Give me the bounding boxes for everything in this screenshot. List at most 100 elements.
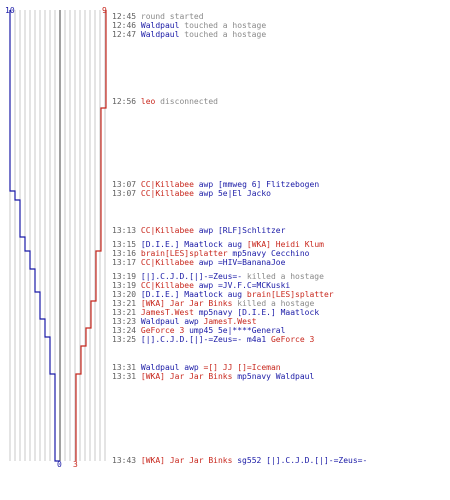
log-segment: JamesT.West <box>140 308 194 317</box>
log-time: 13:21 <box>112 299 141 308</box>
log-segment: Waldpaul <box>140 317 180 326</box>
log-segment: Waldpaul <box>140 363 180 372</box>
log-segment: [WKA] Jar Jar Binks <box>140 456 233 465</box>
log-segment: awp <box>179 317 204 326</box>
log-line: 12:56 leo disconnected <box>112 97 218 106</box>
log-time: 12:56 <box>112 97 141 106</box>
log-line: 13:13 CC|Killabee awp [RLF]Schlitzer <box>112 226 285 235</box>
log-segment: m4a1 <box>242 335 271 344</box>
log-line: 13:43 [WKA] Jar Jar Binks sg552 [|].C.J.… <box>112 456 367 465</box>
log-segment: [|].C.J.D.[|]-=Zeus=- <box>140 335 243 344</box>
log-segment: [WKA] Heidi Klum <box>246 240 324 249</box>
log-segment: =[] JJ []=Iceman <box>203 363 281 372</box>
log-segment: aug <box>222 290 247 299</box>
blue-start-count: 10 <box>5 6 15 15</box>
log-segment: [|].C.J.D.[|]-=Zeus=- <box>266 456 368 465</box>
log-segment: Waldpaul <box>140 30 180 39</box>
log-time: 12:45 <box>112 12 141 21</box>
log-time: 13:17 <box>112 258 141 267</box>
log-segment: disconnected <box>155 97 218 106</box>
log-segment: =JV.F.C=MCKuski <box>217 281 291 290</box>
log-segment: awp <box>193 180 218 189</box>
log-line: 13:31 [WKA] Jar Jar Binks mp5navy Waldpa… <box>112 372 314 381</box>
log-time: 13:25 <box>112 335 141 344</box>
log-segment: [|].C.J.D.[|]-=Zeus=- <box>140 272 243 281</box>
log-time: 13:20 <box>112 290 141 299</box>
log-segment: Waldpaul <box>140 21 180 30</box>
log-line: 13:31 Waldpaul awp =[] JJ []=Iceman <box>112 363 281 372</box>
log-line: 13:07 CC|Killabee awp 5e|El Jacko <box>112 189 271 198</box>
log-segment: GeForce 3 <box>270 335 315 344</box>
red-start-count: 9 <box>102 6 107 15</box>
log-segment: [mmweg 6] Flitzebogen <box>217 180 320 189</box>
log-segment: ump45 <box>184 326 218 335</box>
log-segment: awp <box>193 258 218 267</box>
log-time: 13:15 <box>112 240 141 249</box>
log-line: 13:20 [D.I.E.] Maatlock aug brain[LES]sp… <box>112 290 334 299</box>
log-time: 13:07 <box>112 180 141 189</box>
log-segment: mp5navy <box>227 249 271 258</box>
log-line: 13:19 CC|Killabee awp =JV.F.C=MCKuski <box>112 281 290 290</box>
log-time: 13:16 <box>112 249 141 258</box>
log-segment: [D.I.E.] Maatlock <box>140 290 223 299</box>
log-segment: touched a hostage <box>179 21 267 30</box>
log-segment: awp <box>193 189 218 198</box>
log-segment: brain[LES]splatter <box>140 249 228 258</box>
log-time: 13:23 <box>112 317 141 326</box>
blue-team-alive-line <box>9 10 60 462</box>
log-time: 13:07 <box>112 189 141 198</box>
log-time: 13:19 <box>112 272 141 281</box>
log-segment: CC|Killabee <box>140 281 194 290</box>
log-segment: touched a hostage <box>179 30 267 39</box>
blue-end-count: 0 <box>57 460 62 469</box>
log-line: 13:15 [D.I.E.] Maatlock aug [WKA] Heidi … <box>112 240 324 249</box>
log-segment: awp <box>179 363 204 372</box>
log-segment: 5e|El Jacko <box>217 189 271 198</box>
log-segment: aug <box>222 240 247 249</box>
log-segment: leo <box>140 97 156 106</box>
log-line: 13:19 [|].C.J.D.[|]-=Zeus=- killed a hos… <box>112 272 324 281</box>
log-segment: [D.I.E.] Maatlock <box>140 240 223 249</box>
log-line: 12:45 round started <box>112 12 204 21</box>
log-time: 13:13 <box>112 226 141 235</box>
log-time: 13:43 <box>112 456 141 465</box>
log-segment: CC|Killabee <box>140 258 194 267</box>
log-line: 13:25 [|].C.J.D.[|]-=Zeus=- m4a1 GeForce… <box>112 335 314 344</box>
log-segment: mp5navy <box>232 372 276 381</box>
log-segment: 5e|****General <box>217 326 286 335</box>
log-line: 13:16 brain[LES]splatter mp5navy Cecchin… <box>112 249 310 258</box>
log-line: 13:21 JamesT.West mp5navy [D.I.E.] Maatl… <box>112 308 319 317</box>
log-segment: JamesT.West <box>203 317 257 326</box>
log-line: 12:47 Waldpaul touched a hostage <box>112 30 266 39</box>
log-line: 13:07 CC|Killabee awp [mmweg 6] Flitzebo… <box>112 180 319 189</box>
log-time: 12:46 <box>112 21 141 30</box>
log-segment: round started <box>140 12 204 21</box>
log-segment: CC|Killabee <box>140 180 194 189</box>
log-time: 12:47 <box>112 30 141 39</box>
red-end-count: 3 <box>73 460 78 469</box>
log-line: 12:46 Waldpaul touched a hostage <box>112 21 266 30</box>
log-time: 13:24 <box>112 326 141 335</box>
log-segment: [WKA] Jar Jar Binks <box>140 372 233 381</box>
log-segment: brain[LES]splatter <box>246 290 334 299</box>
log-segment: Waldpaul <box>275 372 315 381</box>
log-segment: [WKA] Jar Jar Binks <box>140 299 233 308</box>
log-segment: killed a hostage <box>242 272 324 281</box>
log-time: 13:31 <box>112 372 141 381</box>
log-segment: killed a hostage <box>232 299 315 308</box>
log-segment: sg552 <box>232 456 267 465</box>
log-line: 13:17 CC|Killabee awp =HIV=BananaJoe <box>112 258 285 267</box>
log-segment: =HIV=BananaJoe <box>217 258 286 267</box>
log-line: 13:23 Waldpaul awp JamesT.West <box>112 317 257 326</box>
log-segment: mp5navy <box>193 308 238 317</box>
log-segment: awp <box>193 226 218 235</box>
log-line: 13:21 [WKA] Jar Jar Binks killed a hosta… <box>112 299 314 308</box>
log-time: 13:19 <box>112 281 141 290</box>
log-time: 13:31 <box>112 363 141 372</box>
log-segment: [RLF]Schlitzer <box>217 226 286 235</box>
log-time: 13:21 <box>112 308 141 317</box>
log-line: 13:24 GeForce 3 ump45 5e|****General <box>112 326 285 335</box>
log-segment: Cecchino <box>270 249 310 258</box>
log-segment: awp <box>193 281 218 290</box>
